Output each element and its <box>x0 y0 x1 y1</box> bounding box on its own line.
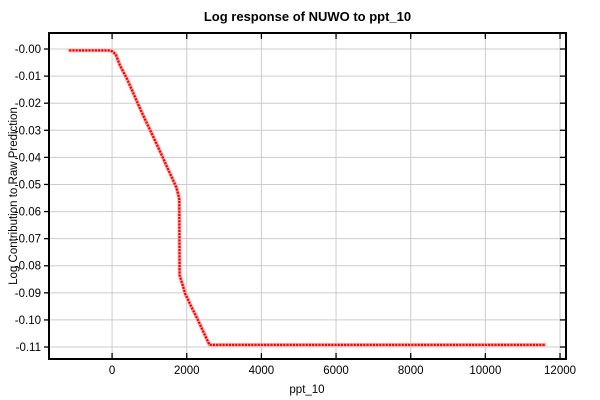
x-tick-label: 4000 <box>249 365 275 377</box>
x-tick-label: 10000 <box>469 365 501 377</box>
y-tick-label: -0.09 <box>15 288 41 300</box>
y-tick-label: -0.01 <box>15 71 41 83</box>
data-series-line <box>69 49 545 347</box>
y-tick-label: -0.06 <box>15 207 41 219</box>
y-tick-label: -0.03 <box>15 125 41 137</box>
y-tick-label: -0.04 <box>15 152 42 164</box>
chart-title: Log response of NUWO to ppt_10 <box>203 9 412 24</box>
x-axis-label: ppt_10 <box>289 384 325 396</box>
plot-border <box>48 32 567 360</box>
y-tick-label: -0.08 <box>15 261 41 273</box>
y-tick-label: -0.07 <box>15 234 41 246</box>
data-series-halo <box>67 48 547 347</box>
y-tick-label: -0.11 <box>16 342 41 354</box>
x-tick-label: 0 <box>109 365 115 377</box>
x-tick-label: 8000 <box>398 365 424 377</box>
y-tick-label: -0.10 <box>15 315 41 327</box>
y-tick-label: -0.02 <box>15 98 41 110</box>
y-tick-label: -0.05 <box>15 179 41 191</box>
x-tick-label: 6000 <box>323 365 349 377</box>
x-tick-label: 12000 <box>544 365 576 377</box>
x-tick-label: 2000 <box>174 365 200 377</box>
y-tick-label: -0.00 <box>15 44 41 56</box>
